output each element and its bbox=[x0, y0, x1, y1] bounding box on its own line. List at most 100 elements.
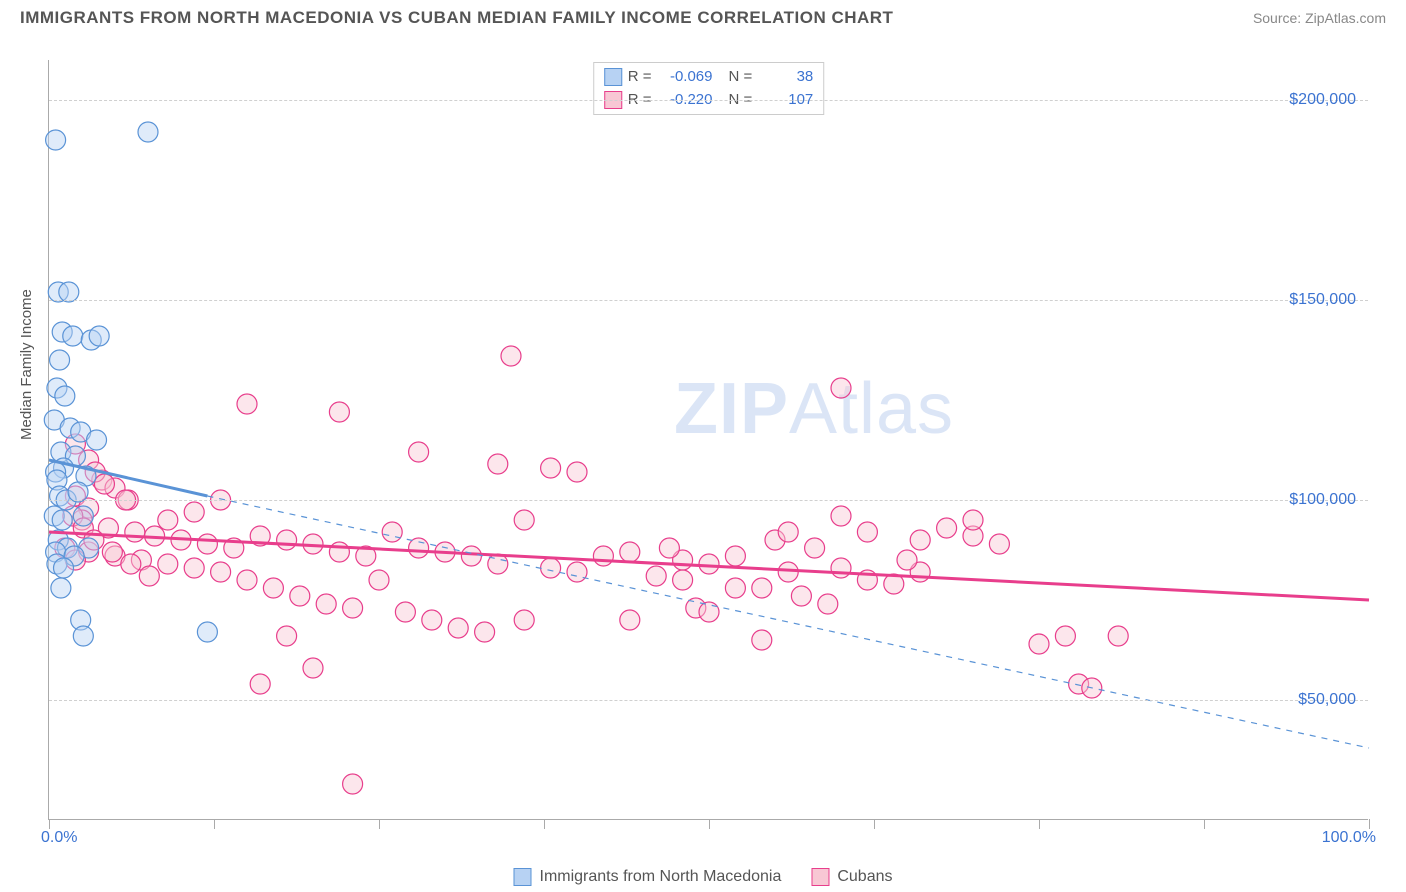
x-tick bbox=[544, 819, 545, 829]
data-point bbox=[818, 594, 838, 614]
legend-item-a: Immigrants from North Macedonia bbox=[513, 868, 781, 886]
data-point bbox=[963, 510, 983, 530]
data-point bbox=[158, 510, 178, 530]
data-point bbox=[329, 542, 349, 562]
data-point bbox=[369, 570, 389, 590]
data-point bbox=[329, 402, 349, 422]
data-point bbox=[778, 522, 798, 542]
data-point bbox=[699, 602, 719, 622]
data-point bbox=[46, 130, 66, 150]
chart-plot-area: ZIPAtlas R = -0.069 N = 38 R = -0.220 N … bbox=[48, 60, 1368, 820]
data-point bbox=[316, 594, 336, 614]
data-point bbox=[831, 558, 851, 578]
data-point bbox=[514, 510, 534, 530]
data-point bbox=[831, 378, 851, 398]
legend-item-b: Cubans bbox=[811, 868, 892, 886]
data-point bbox=[646, 566, 666, 586]
data-point bbox=[303, 658, 323, 678]
data-point bbox=[989, 534, 1009, 554]
data-point bbox=[290, 586, 310, 606]
data-point bbox=[59, 282, 79, 302]
data-point bbox=[237, 394, 257, 414]
series-legend: Immigrants from North Macedonia Cubans bbox=[513, 868, 892, 886]
data-point bbox=[725, 578, 745, 598]
data-point bbox=[125, 522, 145, 542]
data-point bbox=[139, 566, 159, 586]
y-tick-label: $150,000 bbox=[1289, 291, 1356, 309]
x-tick bbox=[49, 819, 50, 829]
data-point bbox=[211, 562, 231, 582]
data-point bbox=[263, 578, 283, 598]
data-point bbox=[138, 122, 158, 142]
data-point bbox=[1108, 626, 1128, 646]
x-tick-min: 0.0% bbox=[41, 829, 77, 847]
data-point bbox=[514, 610, 534, 630]
data-point bbox=[910, 530, 930, 550]
data-point bbox=[73, 626, 93, 646]
y-tick-label: $200,000 bbox=[1289, 91, 1356, 109]
data-point bbox=[725, 546, 745, 566]
data-point bbox=[805, 538, 825, 558]
data-point bbox=[102, 542, 122, 562]
data-point bbox=[184, 558, 204, 578]
data-point bbox=[501, 346, 521, 366]
gridline bbox=[49, 300, 1368, 301]
y-tick-label: $100,000 bbox=[1289, 491, 1356, 509]
data-point bbox=[567, 462, 587, 482]
data-point bbox=[620, 542, 640, 562]
data-point bbox=[343, 598, 363, 618]
data-point bbox=[89, 326, 109, 346]
data-point bbox=[475, 622, 495, 642]
data-point bbox=[857, 522, 877, 542]
data-point bbox=[897, 550, 917, 570]
data-point bbox=[659, 538, 679, 558]
data-point bbox=[237, 570, 257, 590]
data-point bbox=[778, 562, 798, 582]
data-point bbox=[94, 474, 114, 494]
data-point bbox=[197, 534, 217, 554]
data-point bbox=[52, 510, 72, 530]
gridline bbox=[49, 100, 1368, 101]
y-tick-label: $50,000 bbox=[1298, 691, 1356, 709]
data-point bbox=[831, 506, 851, 526]
data-point bbox=[63, 326, 83, 346]
data-point bbox=[395, 602, 415, 622]
data-point bbox=[1055, 626, 1075, 646]
data-point bbox=[277, 530, 297, 550]
data-point bbox=[1029, 634, 1049, 654]
x-tick bbox=[1039, 819, 1040, 829]
data-point bbox=[752, 578, 772, 598]
data-point bbox=[50, 350, 70, 370]
x-tick bbox=[874, 819, 875, 829]
data-point bbox=[409, 538, 429, 558]
data-point bbox=[673, 570, 693, 590]
swatch-a-icon bbox=[513, 868, 531, 886]
data-point bbox=[791, 586, 811, 606]
data-point bbox=[68, 482, 88, 502]
data-point bbox=[51, 578, 71, 598]
data-point bbox=[250, 674, 270, 694]
data-point bbox=[541, 458, 561, 478]
x-tick bbox=[379, 819, 380, 829]
data-point bbox=[541, 558, 561, 578]
data-point bbox=[937, 518, 957, 538]
data-point bbox=[409, 442, 429, 462]
x-tick bbox=[214, 819, 215, 829]
data-point bbox=[461, 546, 481, 566]
data-point bbox=[343, 774, 363, 794]
x-tick bbox=[709, 819, 710, 829]
x-tick-max: 100.0% bbox=[1322, 829, 1376, 847]
gridline bbox=[49, 500, 1368, 501]
gridline bbox=[49, 700, 1368, 701]
data-point bbox=[422, 610, 442, 630]
data-point bbox=[699, 554, 719, 574]
data-point bbox=[752, 630, 772, 650]
data-point bbox=[73, 506, 93, 526]
data-point bbox=[54, 558, 74, 578]
data-point bbox=[197, 622, 217, 642]
source-label: Source: ZipAtlas.com bbox=[1253, 10, 1386, 26]
data-point bbox=[382, 522, 402, 542]
data-point bbox=[277, 626, 297, 646]
data-point bbox=[488, 454, 508, 474]
x-tick bbox=[1204, 819, 1205, 829]
